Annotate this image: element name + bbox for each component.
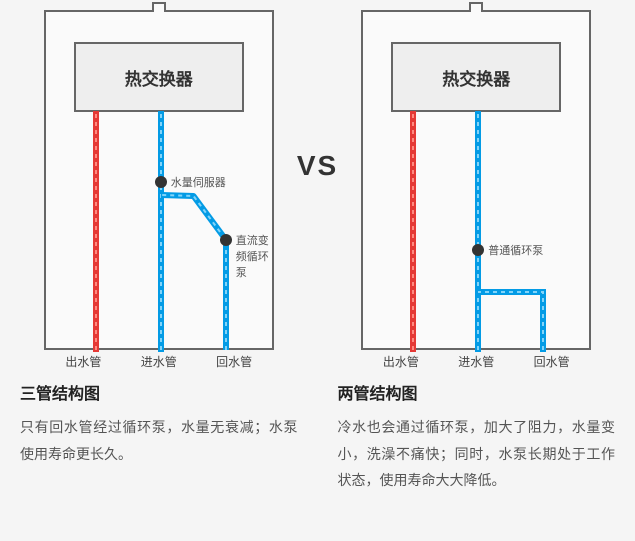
right-panel: 热交换器 普通循环泵 出水管 进水管 回水管 [318, 0, 635, 360]
right-desc-title: 两管结构图 [338, 380, 616, 404]
right-device: 热交换器 普通循环泵 出水管 进水管 回水管 [361, 10, 591, 350]
left-desc: 三管结构图 只有回水管经过循环泵，水量无衰减；水泵使用寿命更长久。 [0, 360, 318, 504]
right-pipes-svg [363, 12, 593, 352]
left-knob [152, 2, 166, 12]
right-desc-body: 冷水也会通过循环泵，加大了阻力，水量变小，洗澡不痛快；同时，水泵长期处于工作状态… [338, 414, 616, 494]
left-device: 热交换器 水量伺服器 直流变频循环泵 [44, 10, 274, 350]
left-desc-title: 三管结构图 [20, 380, 298, 404]
pump-label-left: 直流变频循环泵 [236, 232, 272, 280]
pump-label-right-text: 普通循环泵 [488, 242, 543, 258]
servo-label: 水量伺服器 [171, 174, 226, 190]
right-desc: 两管结构图 冷水也会通过循环泵，加大了阻力，水量变小，洗澡不痛快；同时，水泵长期… [318, 360, 635, 504]
pump-label-right: 普通循环泵 [488, 242, 543, 258]
descriptions: 三管结构图 只有回水管经过循环泵，水量无衰减；水泵使用寿命更长久。 两管结构图 … [0, 360, 635, 504]
left-panel: 热交换器 水量伺服器 直流变频循环泵 [0, 0, 318, 360]
right-knob [469, 2, 483, 12]
left-desc-body: 只有回水管经过循环泵，水量无衰减；水泵使用寿命更长久。 [20, 414, 298, 467]
servo-label-text: 水量伺服器 [171, 174, 226, 190]
left-pipes-svg [46, 12, 276, 352]
pump-label-left-text: 直流变频循环泵 [236, 232, 272, 280]
comparison-container: 热交换器 水量伺服器 直流变频循环泵 [0, 0, 635, 360]
